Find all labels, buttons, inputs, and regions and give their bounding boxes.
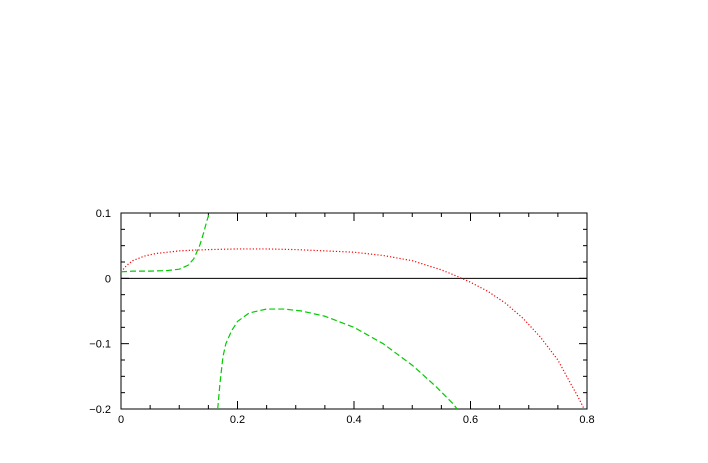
x-tick-label: 0.4 xyxy=(346,414,361,426)
tick-marks xyxy=(120,212,588,410)
series-lines xyxy=(120,212,585,410)
tick-labels: 0 0.2 0.4 0.6 0.8 0.1 0 −0.1 −0.2 xyxy=(89,208,594,426)
x-tick-label: 0.8 xyxy=(579,414,594,426)
y-tick-label: −0.2 xyxy=(89,404,111,416)
plot-frame xyxy=(120,212,588,410)
x-tick-label: 0 xyxy=(118,414,124,426)
series-line-2 xyxy=(120,212,211,273)
series-line-1 xyxy=(120,248,585,410)
series-line-3 xyxy=(217,308,458,410)
x-tick-label: 0.6 xyxy=(463,414,478,426)
y-tick-label: 0 xyxy=(105,273,111,285)
y-tick-label: −0.1 xyxy=(89,339,111,351)
y-tick-label: 0.1 xyxy=(96,208,111,220)
x-tick-label: 0.2 xyxy=(230,414,245,426)
